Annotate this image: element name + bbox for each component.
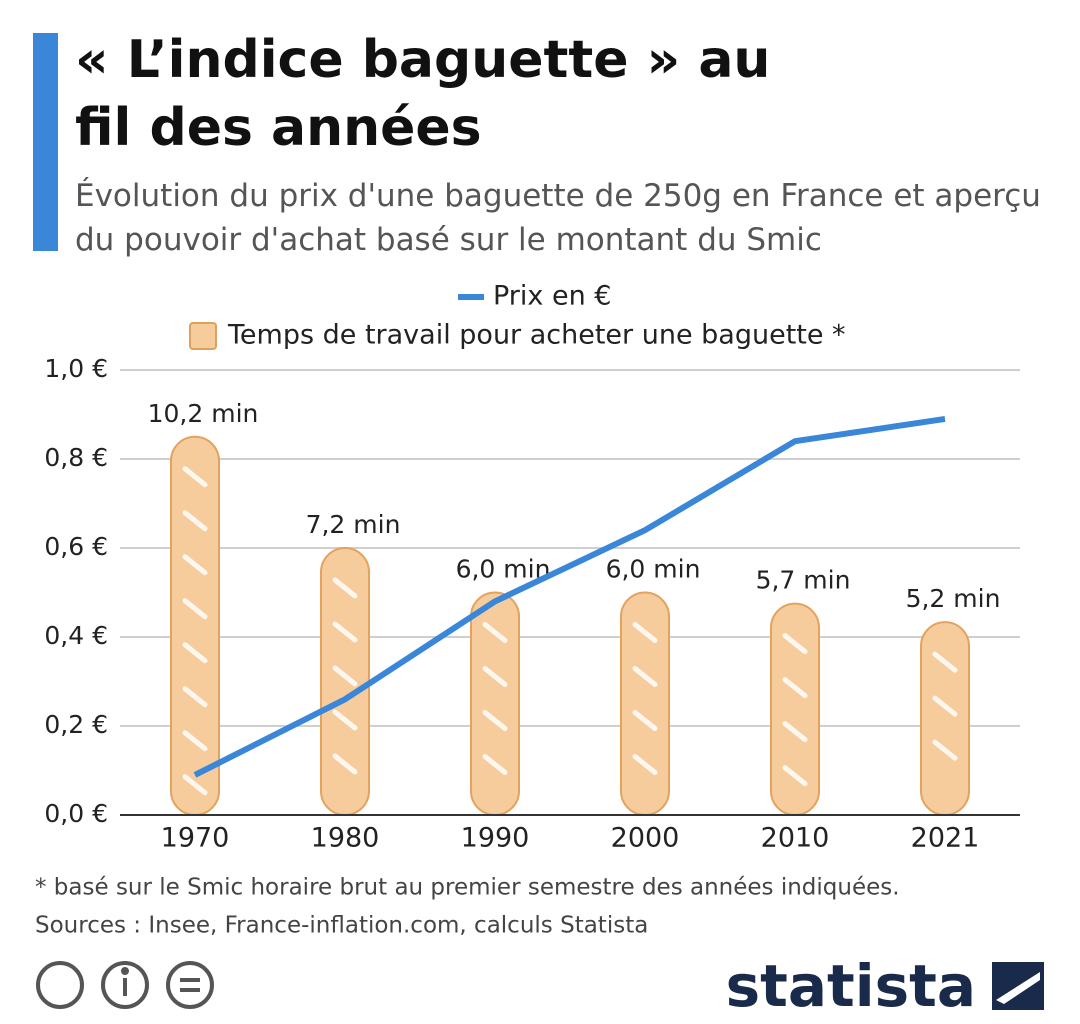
baguette-score <box>782 677 808 699</box>
baguette-score <box>332 621 358 643</box>
brand-icon <box>992 962 1044 1010</box>
value-label: 5,2 min <box>906 584 1001 613</box>
legend-marker <box>189 322 217 350</box>
baguette-score <box>932 651 958 673</box>
baguette <box>620 591 670 816</box>
chart-title: « L’indice baguette » au fil des années <box>75 30 771 158</box>
x-tick-label: 1970 <box>161 823 230 854</box>
y-tick-label: 0,2 € <box>44 710 108 739</box>
source: Sources : Insee, France-inflation.com, c… <box>35 913 648 939</box>
value-label: 6,0 min <box>456 555 551 584</box>
baguette-score <box>182 642 208 664</box>
baguette-score <box>182 554 208 576</box>
x-tick-label: 1980 <box>311 823 380 854</box>
y-tick-label: 1,0 € <box>44 354 108 383</box>
baguette-score <box>782 633 808 655</box>
baguette-score <box>632 622 658 643</box>
legend-label: Prix en € <box>493 281 611 312</box>
baguette-score <box>482 666 508 687</box>
y-tick-label: 0,8 € <box>44 443 108 472</box>
baguette-score <box>332 753 358 775</box>
license-icons <box>36 961 214 1009</box>
baguette-score <box>932 739 958 761</box>
value-label: 6,0 min <box>606 555 701 584</box>
y-tick-label: 0,6 € <box>44 532 108 561</box>
baguette-score <box>782 721 808 743</box>
value-label: 5,7 min <box>756 566 851 595</box>
baguette <box>770 602 820 816</box>
baguette-score <box>332 709 358 731</box>
price-line <box>193 415 946 778</box>
baguette-score <box>182 774 208 796</box>
baguette-score <box>482 710 508 731</box>
x-tick-label: 2010 <box>761 823 830 854</box>
baguette-score <box>632 710 658 731</box>
baguette-score <box>482 754 508 775</box>
baguette-score <box>632 666 658 687</box>
x-tick-label: 1990 <box>461 823 530 854</box>
y-tick-label: 0,4 € <box>44 621 108 650</box>
baguette-score <box>332 665 358 687</box>
baguette-score <box>632 754 658 775</box>
value-label: 7,2 min <box>306 510 401 539</box>
baguette <box>920 621 970 817</box>
accent-bar <box>33 33 58 251</box>
value-label: 10,2 min <box>148 399 259 428</box>
legend: Prix en € Temps de travail pour acheter u… <box>189 281 846 351</box>
baguette-score <box>932 695 958 717</box>
baguette-score <box>182 730 208 752</box>
baguette-score <box>482 622 508 643</box>
baguette-score <box>182 510 208 532</box>
chart-subtitle: Évolution du prix d'une baguette de 250g… <box>75 178 1041 258</box>
footnote: * basé sur le Smic horaire brut au premi… <box>35 875 900 901</box>
x-tick-label: 2021 <box>911 823 980 854</box>
baguette-score <box>182 686 208 708</box>
baguette <box>170 435 220 816</box>
baguette <box>470 591 520 816</box>
baguette-score <box>782 765 808 787</box>
legend-label: Temps de travail pour acheter une baguet… <box>227 320 846 351</box>
baguette-score <box>182 598 208 620</box>
baguette-score <box>332 577 358 599</box>
x-tick-label: 2000 <box>611 823 680 854</box>
y-tick-label: 0,0 € <box>44 799 108 828</box>
baguette-score <box>182 466 208 488</box>
brand-logo: statista <box>726 952 976 1020</box>
